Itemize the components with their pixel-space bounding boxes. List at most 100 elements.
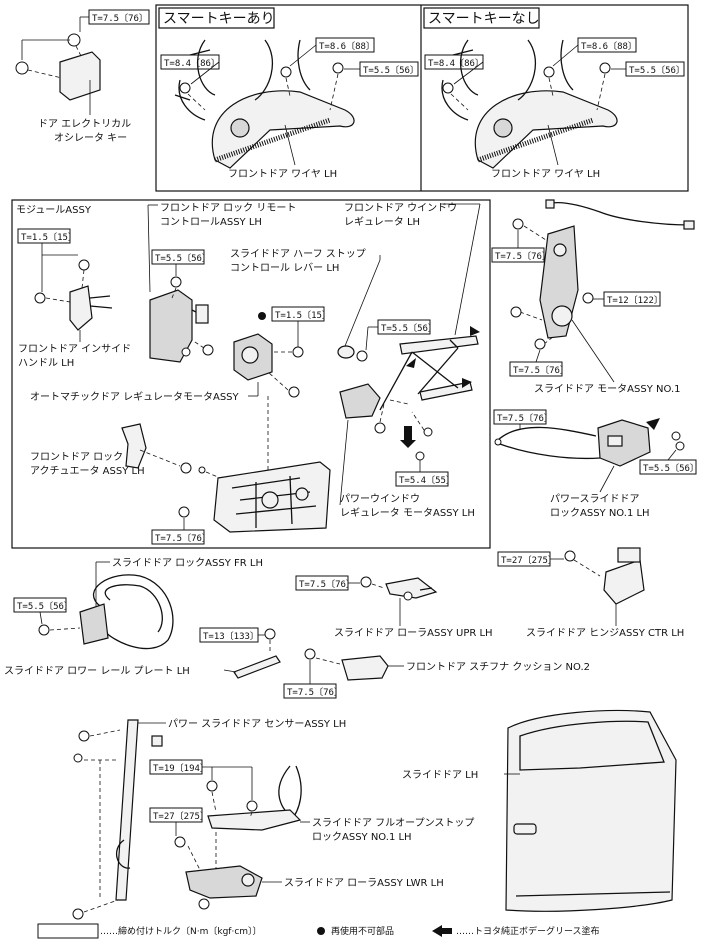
torque-label: T=7.5〔76〕 bbox=[287, 687, 343, 698]
slide-motor-group: T=7.5〔76〕 T=12〔122〕 T=7.5〔76〕 スライドドア モータ… bbox=[491, 199, 695, 395]
roller-upr-label: スライドドア ローラASSY UPR LH bbox=[334, 627, 493, 639]
roller-lwr-group: スライドドア ローラASSY LWR LH bbox=[185, 832, 444, 910]
torque-label: T=5.5〔56〕 bbox=[17, 601, 73, 612]
full-open-label-1: スライドドア フルオープンストップ bbox=[312, 817, 474, 829]
inside-handle-label-2: ハンドル LH bbox=[18, 358, 74, 369]
legend-torque-box bbox=[37, 923, 99, 939]
slide-door-label: スライドドア LH bbox=[402, 769, 478, 781]
torque-label: T=7.5〔76〕 bbox=[513, 365, 569, 376]
torque-label: T=7.5〔76〕 bbox=[92, 13, 148, 24]
torque-label: T=5.5〔56〕 bbox=[381, 323, 437, 334]
half-stop-label-1: スライドドア ハーフ ストップ bbox=[230, 248, 366, 260]
wire-label: フロントドア ワイヤ LH bbox=[491, 169, 600, 180]
legend-non-reusable-dot bbox=[317, 927, 325, 935]
stopper-cushion-group: T=7.5〔76〕 フロントドア スチフナ クッション NO.2 bbox=[283, 648, 590, 699]
lower-rail-plate-label: スライドドア ロワー レール プレート LH bbox=[4, 665, 190, 677]
door-sensor bbox=[115, 719, 139, 901]
grease-arrow-icon bbox=[432, 925, 452, 937]
torque-label: T=8.6〔88〕 bbox=[319, 41, 375, 52]
auto-reg-motor-label: オートマチックドア レギュレータモータASSY bbox=[30, 391, 240, 403]
torque-label: T=13〔133〕 bbox=[203, 631, 259, 642]
lock-actuator bbox=[121, 423, 147, 469]
sensor-assy-label: パワー スライドドア センサーASSY LH bbox=[168, 718, 346, 730]
torque-label: T=8.6〔88〕 bbox=[581, 41, 637, 52]
module-assy-frame bbox=[11, 199, 491, 549]
torque-label: T=1.5〔15〕 bbox=[275, 310, 331, 321]
lock-actuator-label-1: フロントドア ロック bbox=[30, 451, 123, 463]
torque-label: T=5.5〔56〕 bbox=[155, 253, 211, 264]
lower-rail-plate bbox=[233, 655, 281, 679]
torque-label: T=7.5〔76〕 bbox=[155, 533, 211, 544]
legend-non-reusable-text: 再使用不可部品 bbox=[331, 925, 394, 937]
inside-handle-label-1: フロントドア インサイド bbox=[18, 343, 131, 355]
torque-label: T=27〔275〕 bbox=[501, 555, 557, 566]
torque-label: T=7.5〔76〕 bbox=[495, 251, 551, 262]
slide-lock-fr bbox=[79, 603, 109, 645]
legend-grease-text: ……トヨタ純正ボデーグリース塗布 bbox=[456, 925, 600, 937]
full-open-label-2: ロックASSY NO.1 LH bbox=[312, 831, 412, 843]
torque-label: T=7.5〔76〕 bbox=[299, 579, 355, 590]
bolt bbox=[15, 61, 29, 75]
full-open-stop-group: T=19〔194〕 T=27〔275〕 スライドドア フルオープンストップ ロッ… bbox=[149, 759, 474, 848]
front-door-wire bbox=[211, 90, 355, 169]
non-reusable-dot bbox=[258, 312, 266, 320]
torque-label: T=8.4〔86〕 bbox=[428, 58, 484, 69]
roller-upr bbox=[385, 577, 438, 599]
pw-slide-lock bbox=[597, 419, 651, 467]
front-door-wire bbox=[474, 90, 618, 169]
torque-label: T=7.5〔76〕 bbox=[497, 413, 553, 424]
legend-torque-text: ……締め付けトルク〔N·m〔kgf·cm〕〕 bbox=[100, 925, 262, 937]
panel-smart-key-no: スマートキーなし T=8.6〔88〕 T=8.4〔86〕 T=5.5〔56〕 フ… bbox=[423, 7, 685, 180]
window-reg-label-1: フロントドア ウインドウ bbox=[344, 202, 457, 214]
torque-label: T=12〔122〕 bbox=[607, 295, 663, 306]
half-stop-label-2: コントロール レバー LH bbox=[230, 262, 339, 274]
panel-smart-key-yes: スマートキーあり T=8.6〔88〕 T=8.4〔86〕 T=5.5〔56〕 フ… bbox=[158, 7, 419, 180]
pw-motor-label-1: パワーウインドウ bbox=[340, 493, 420, 505]
module-assy-label: モジュールASSY bbox=[16, 205, 92, 216]
stopper-cushion bbox=[341, 655, 389, 681]
oscillator-label-1: ドア エレクトリカル bbox=[38, 118, 131, 130]
hinge-ctr-label: スライドドア ヒンジASSY CTR LH bbox=[526, 627, 684, 639]
roller-lwr-label: スライドドア ローラASSY LWR LH bbox=[284, 877, 444, 889]
module-assy-contents: T=1.5〔15〕 フロントドア インサイド ハンドル LH フロントドア ロッ… bbox=[17, 202, 481, 545]
oscillator-key bbox=[59, 51, 101, 101]
torque-label: T=5.5〔56〕 bbox=[363, 65, 419, 76]
hinge-ctr-group: T=27〔275〕 スライドドア ヒンジASSY CTR LH bbox=[497, 547, 684, 639]
slide-door-group: スライドドア LH bbox=[402, 709, 677, 912]
lock-actuator-label-2: アクチュエータ ASSY LH bbox=[30, 465, 145, 477]
slide-lock-fr-label: スライドドア ロックASSY FR LH bbox=[112, 557, 263, 569]
remote-ctrl-label-2: コントロールASSY LH bbox=[160, 217, 262, 228]
remote-ctrl-label-1: フロントドア ロック リモート bbox=[160, 202, 296, 214]
slide-door-panel bbox=[505, 709, 677, 912]
torque-label: T=19〔194〕 bbox=[153, 763, 209, 774]
regulator-rail-lower bbox=[419, 381, 473, 401]
torque-label: T=27〔275〕 bbox=[153, 811, 209, 822]
full-open-stop-lock bbox=[207, 809, 302, 831]
torque-label: T=1.5〔15〕 bbox=[21, 232, 77, 243]
pw-motor-label-2: レギュレータ モータASSY LH bbox=[340, 507, 475, 519]
regulator-rail-upper bbox=[399, 335, 479, 355]
section-title-no: スマートキーなし bbox=[428, 11, 540, 27]
hinge-ctr bbox=[603, 559, 645, 605]
torque-label: T=5.4〔55〕 bbox=[399, 475, 455, 486]
pw-slide-lock-group: T=7.5〔76〕 T=5.5〔56〕 パワースライドドア ロックASSY NO… bbox=[493, 409, 699, 519]
power-window-motor bbox=[339, 383, 381, 419]
stopper-cushion-label: フロントドア スチフナ クッション NO.2 bbox=[406, 661, 590, 673]
lower-rail-plate-group: T=13〔133〕 スライドドア ロワー レール プレート LH bbox=[4, 627, 281, 679]
pw-slide-lock-label-1: パワースライドドア bbox=[550, 493, 640, 505]
torque-label: T=5.5〔56〕 bbox=[643, 463, 699, 474]
torque-label: T=8.4〔86〕 bbox=[164, 58, 220, 69]
roller-upr-group: T=7.5〔76〕 スライドドア ローラASSY UPR LH bbox=[295, 575, 493, 639]
inside-handle bbox=[69, 285, 93, 331]
slide-lock-fr-group: スライドドア ロックASSY FR LH T=5.5〔56〕 bbox=[13, 557, 263, 650]
pw-slide-lock-label-2: ロックASSY NO.1 LH bbox=[550, 507, 650, 519]
roller-lwr bbox=[185, 865, 263, 899]
wire-label: フロントドア ワイヤ LH bbox=[228, 169, 337, 180]
legend: ……締め付けトルク〔N·m〔kgf·cm〕〕 再使用不可部品 ……トヨタ純正ボデ… bbox=[37, 923, 600, 939]
torque-label: T=5.5〔56〕 bbox=[629, 65, 685, 76]
section-title-yes: スマートキーあり bbox=[163, 11, 275, 27]
oscillator-group: T=7.5〔76〕 ドア エレクトリカル オシレータ キー bbox=[15, 9, 150, 144]
slide-motor-label: スライドドア モータASSY NO.1 bbox=[534, 383, 681, 395]
window-reg-label-2: レギュレータ LH bbox=[344, 216, 420, 228]
